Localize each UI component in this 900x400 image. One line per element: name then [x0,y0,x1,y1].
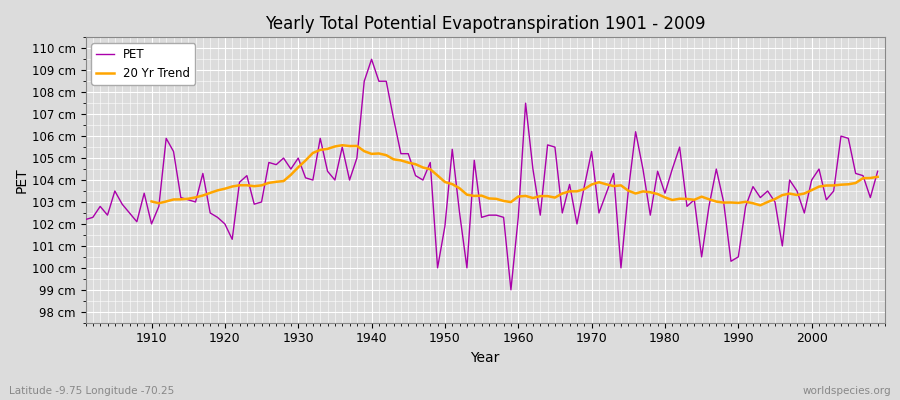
Text: worldspecies.org: worldspecies.org [803,386,891,396]
20 Yr Trend [872,174,883,179]
PET [616,266,626,270]
Y-axis label: PET: PET [15,167,29,193]
PET [366,57,377,62]
20 Yr Trend [828,183,839,188]
20 Yr Trend [285,172,296,177]
PET [80,217,91,222]
20 Yr Trend [527,196,538,200]
PET [520,101,531,106]
Legend: PET, 20 Yr Trend: PET, 20 Yr Trend [92,43,195,84]
Line: 20 Yr Trend: 20 Yr Trend [151,145,878,205]
20 Yr Trend [337,143,347,148]
20 Yr Trend [146,199,157,204]
PET [344,178,355,182]
PET [300,176,310,180]
20 Yr Trend [586,182,597,187]
X-axis label: Year: Year [471,351,500,365]
PET [139,191,149,196]
PET [527,167,538,172]
20 Yr Trend [850,181,861,186]
Line: PET: PET [86,59,878,290]
20 Yr Trend [315,148,326,152]
Title: Yearly Total Potential Evapotranspiration 1901 - 2009: Yearly Total Potential Evapotranspiratio… [265,15,706,33]
PET [506,287,517,292]
PET [872,169,883,174]
Text: Latitude -9.75 Longitude -70.25: Latitude -9.75 Longitude -70.25 [9,386,175,396]
20 Yr Trend [755,203,766,208]
